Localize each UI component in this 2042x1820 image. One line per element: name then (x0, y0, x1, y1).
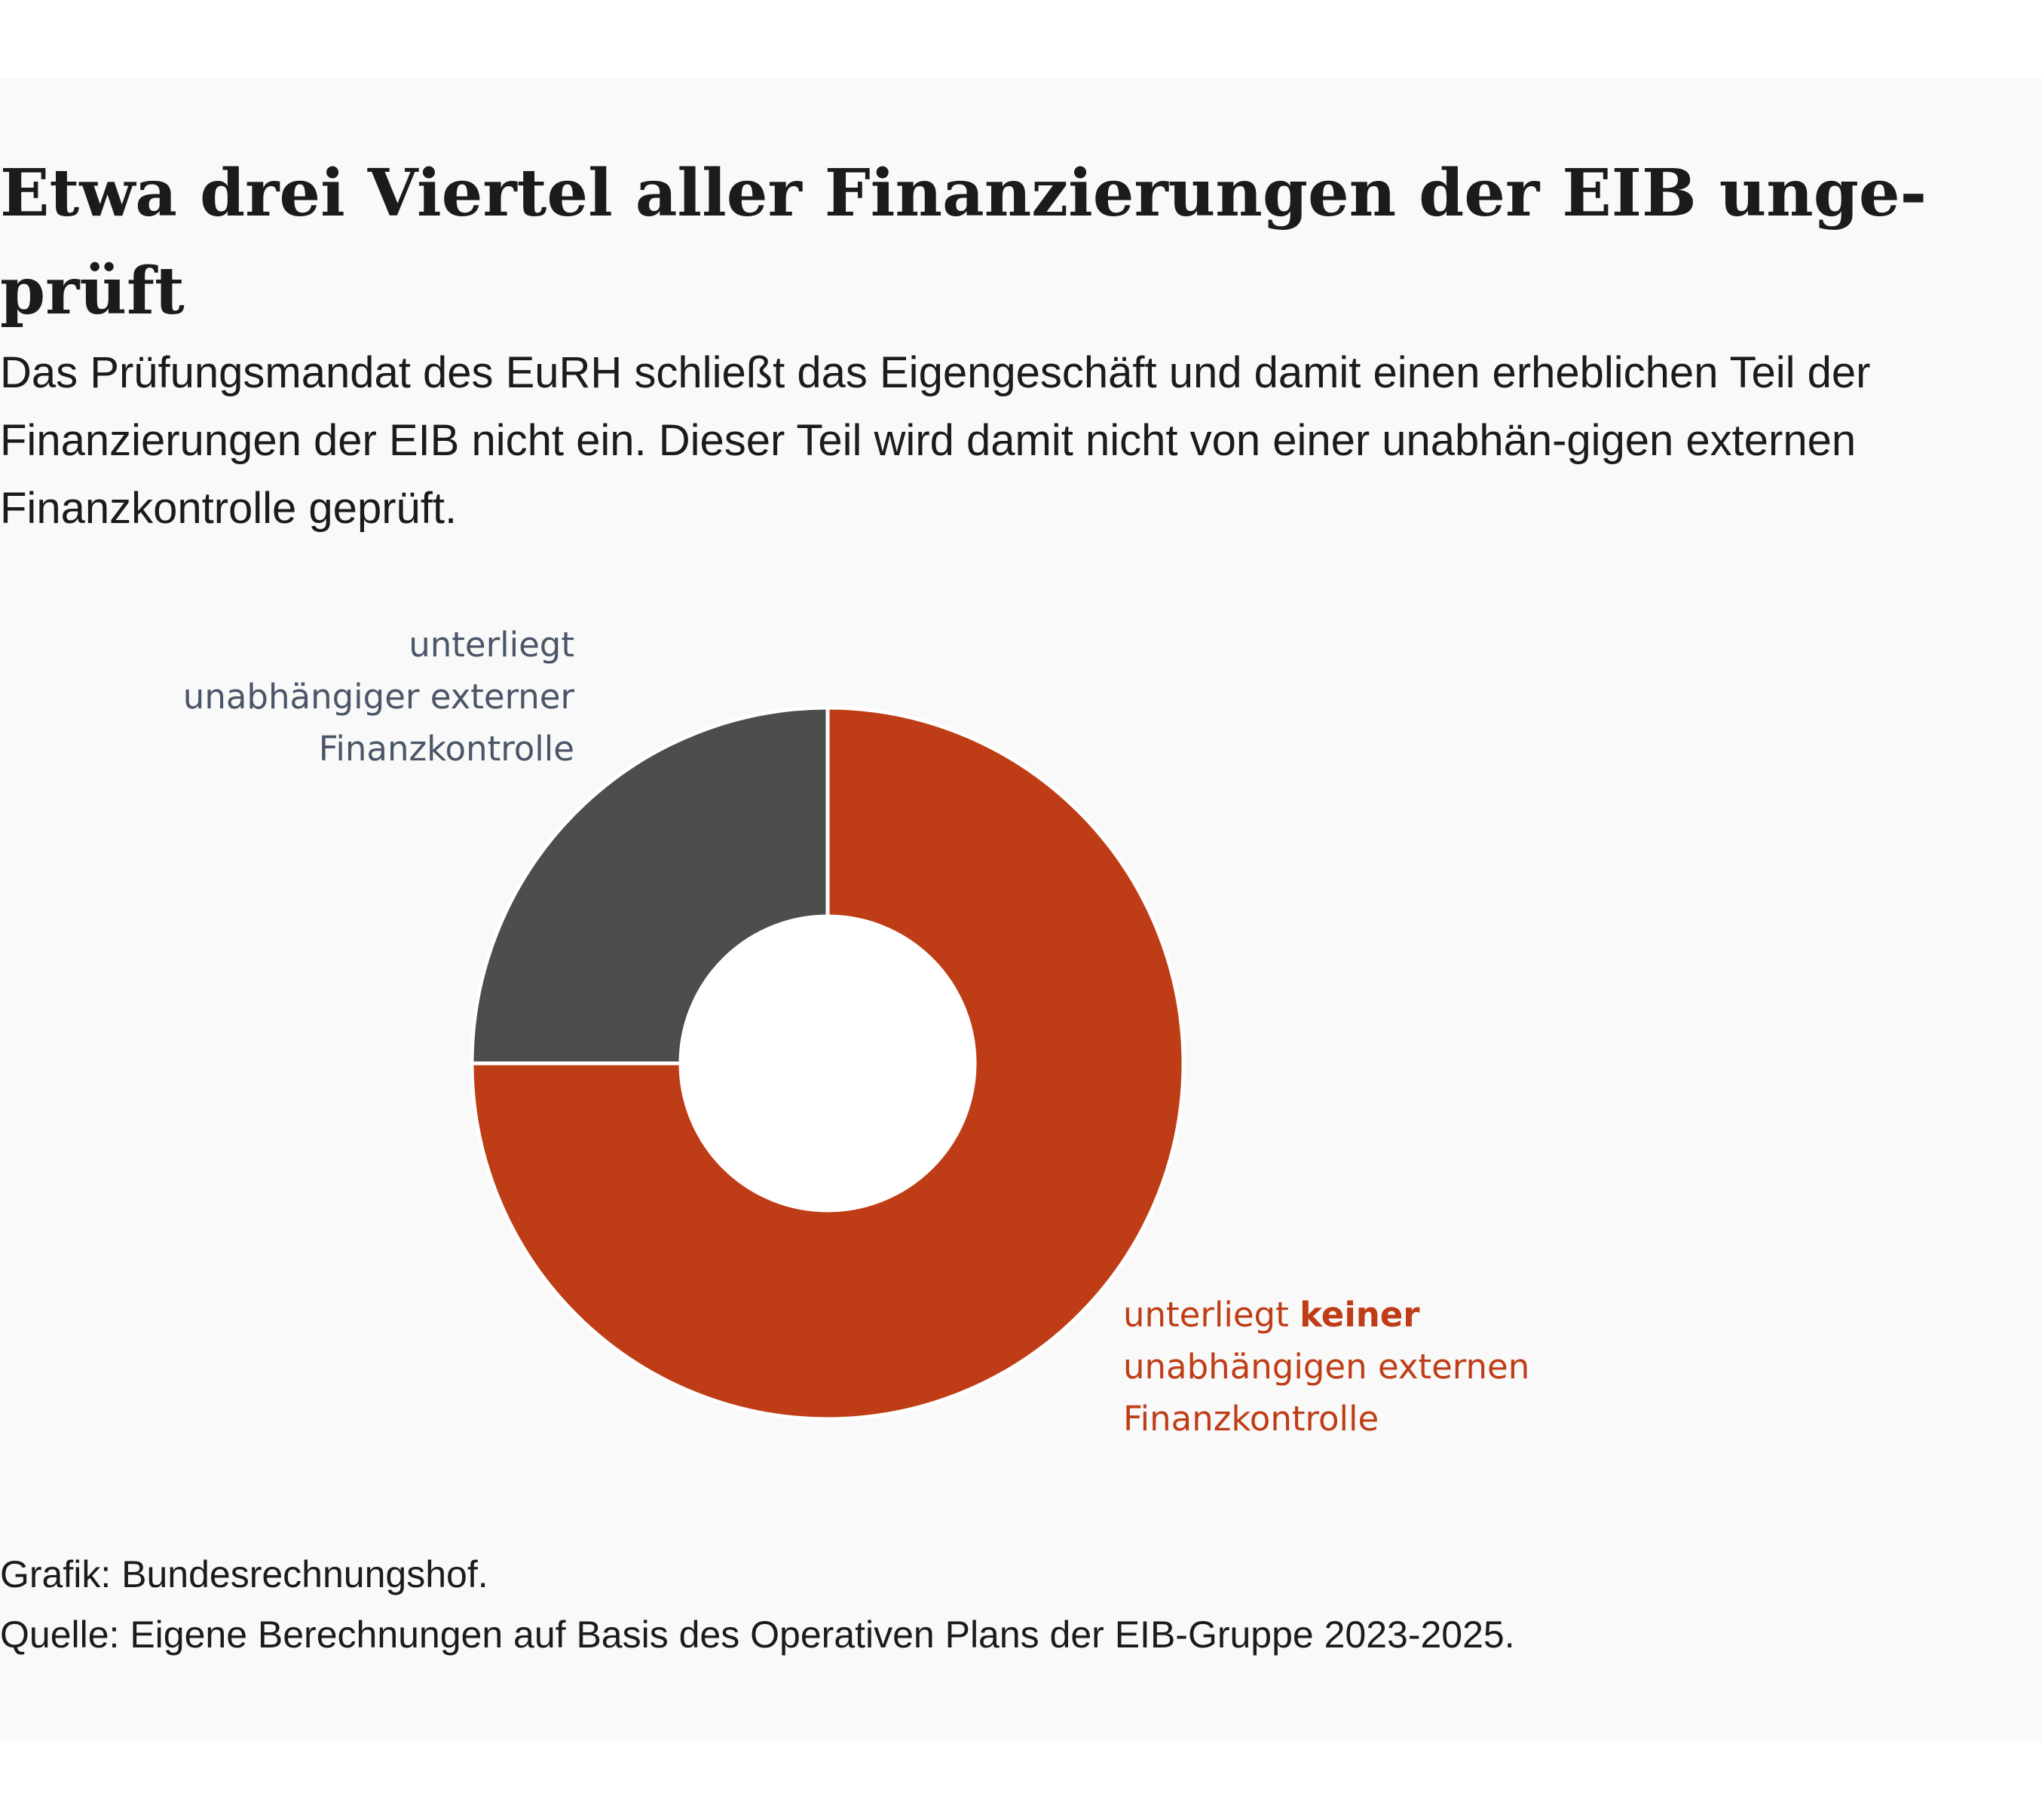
donut-slice-1 (470, 705, 1186, 1421)
slice-label-line: Finanzkontrolle (1123, 1399, 1379, 1439)
slice-label-text: Finanzkontrolle (319, 729, 574, 769)
slice-label-text: unabhängigen externen (1123, 1347, 1529, 1387)
slice-label-text: unterliegt (1123, 1295, 1300, 1335)
donut-hole (682, 918, 973, 1209)
footer-credit: Grafik: Bundesrechnungshof. (0, 1553, 488, 1595)
chart-subtitle: Das Prüfungsmandat des EuRH schließt das… (0, 348, 1871, 533)
footer-source: Quelle: Eigene Berechnungen auf Basis de… (0, 1614, 1515, 1656)
slice-label-1: unterliegt keiner unabhängigen externen Fi… (1123, 1295, 1529, 1439)
slice-label-text: unterliegt (409, 625, 574, 665)
donut-slices (470, 705, 1186, 1421)
slice-label-line: Finanzkontrolle (319, 729, 574, 769)
slice-label-line: unabhängiger externer (183, 677, 575, 717)
slice-label-line: unabhängigen externen (1123, 1347, 1529, 1387)
slice-label-2: unterliegt unabhängiger externer Finanzkon… (183, 625, 575, 769)
slice-label-line: unterliegt keiner (1123, 1295, 1420, 1335)
donut-slice-2 (470, 705, 830, 1066)
slice-label-text: Finanzkontrolle (1123, 1399, 1379, 1439)
slice-label-text: unabhängiger externer (183, 677, 575, 717)
slice-label-line: unterliegt (409, 625, 574, 665)
slice-labels: unterliegt keiner unabhängigen externen Fi… (183, 625, 1529, 1439)
chart-title: Etwa drei Viertel aller Finanzierungen d… (0, 155, 1927, 329)
slice-label-emphasis: keiner (1300, 1295, 1420, 1335)
